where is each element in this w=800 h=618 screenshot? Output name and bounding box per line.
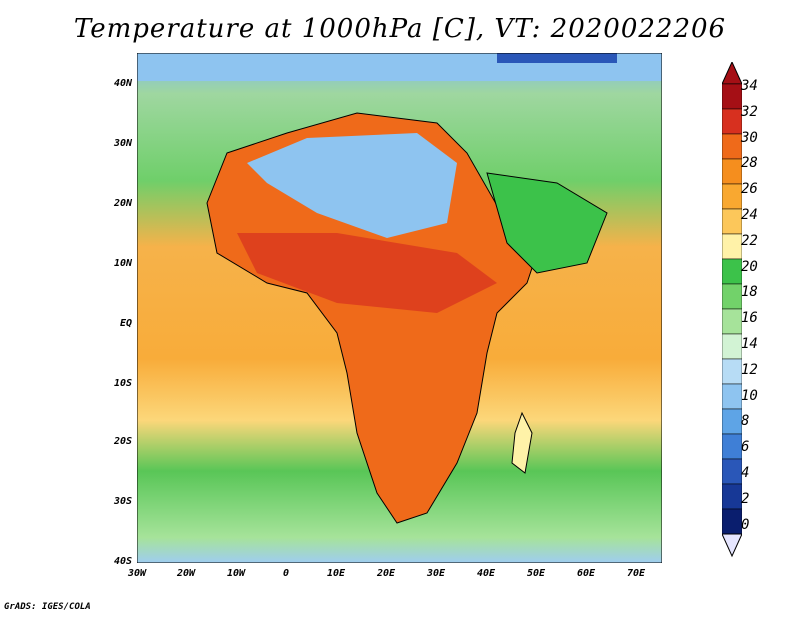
map-title: Temperature at 1000hPa [C], VT: 20200222… (73, 14, 727, 44)
colorbar-top-arrow (722, 62, 742, 85)
lon-label-50e: 50E (526, 568, 546, 579)
colorbar-box (722, 383, 742, 410)
lat-label-40s: 40S (113, 556, 132, 567)
colorbar-box (722, 108, 742, 135)
colorbar-label: 20 (741, 258, 758, 275)
colorbar-box (722, 408, 742, 435)
lon-label-20w: 20W (176, 568, 196, 579)
sahel-warm-region (237, 233, 497, 313)
colorbar-label: 12 (741, 361, 758, 378)
colorbar-box (722, 358, 742, 385)
lat-label-40n: 40N (113, 78, 132, 89)
colorbar-label: 32 (741, 103, 758, 120)
colorbar-box (722, 158, 742, 185)
colorbar-label: 18 (741, 284, 758, 301)
colorbar-bottom-arrow (722, 533, 742, 558)
colorbar-label: 14 (741, 336, 758, 352)
colorbar-label: 28 (741, 155, 758, 172)
colorbar-box (722, 258, 742, 285)
lon-label-30e: 30E (426, 568, 446, 579)
colorbar-box (722, 433, 742, 460)
lon-label-10e: 10E (326, 568, 346, 579)
lon-label-60e: 60E (576, 568, 596, 579)
colorbar-label: 8 (741, 413, 750, 430)
temperature-map (137, 53, 662, 563)
madagascar (511, 411, 533, 474)
north-pole-strip (497, 53, 617, 63)
lon-label-0: 0 (282, 568, 290, 579)
colorbar-box (722, 133, 742, 160)
colorbar (722, 62, 742, 558)
colorbar-label: 4 (741, 465, 750, 481)
colorbar-label: 22 (741, 232, 758, 249)
colorbar-box (722, 508, 742, 535)
lat-label-20s: 20S (113, 436, 132, 447)
arabian-peninsula (486, 172, 608, 274)
africa-continent (206, 112, 538, 524)
lat-label-10n: 10N (113, 258, 132, 269)
lat-label-30s: 30S (113, 496, 132, 507)
colorbar-box (722, 183, 742, 210)
colorbar-box (722, 458, 742, 485)
lon-label-30w: 30W (127, 568, 147, 579)
colorbar-label: 0 (741, 516, 750, 533)
colorbar-label: 34 (741, 78, 758, 94)
colorbar-label: 24 (741, 207, 758, 223)
colorbar-box (722, 483, 742, 510)
lon-label-70e: 70E (626, 568, 646, 579)
colorbar-label: 10 (741, 387, 758, 404)
lat-label-30n: 30N (113, 138, 132, 149)
lat-label-10s: 10S (113, 378, 132, 389)
colorbar-label: 2 (741, 490, 750, 507)
colorbar-box (722, 333, 742, 360)
colorbar-box (722, 283, 742, 310)
lat-label-eq: EQ (119, 318, 132, 329)
colorbar-label: 16 (741, 310, 758, 327)
colorbar-box (722, 233, 742, 260)
grads-credit: GrADS: IGES/COLA (4, 602, 91, 612)
colorbar-box (722, 308, 742, 335)
colorbar-label: 30 (741, 129, 758, 146)
lon-label-20e: 20E (376, 568, 396, 579)
colorbar-label: 26 (741, 181, 758, 198)
sahara-cool-region (247, 133, 457, 238)
lon-label-40e: 40E (476, 568, 496, 579)
colorbar-label: 6 (741, 439, 750, 456)
colorbar-box (722, 208, 742, 235)
lat-label-20n: 20N (113, 198, 132, 209)
lon-label-10w: 10W (226, 568, 246, 579)
colorbar-box (722, 83, 742, 110)
